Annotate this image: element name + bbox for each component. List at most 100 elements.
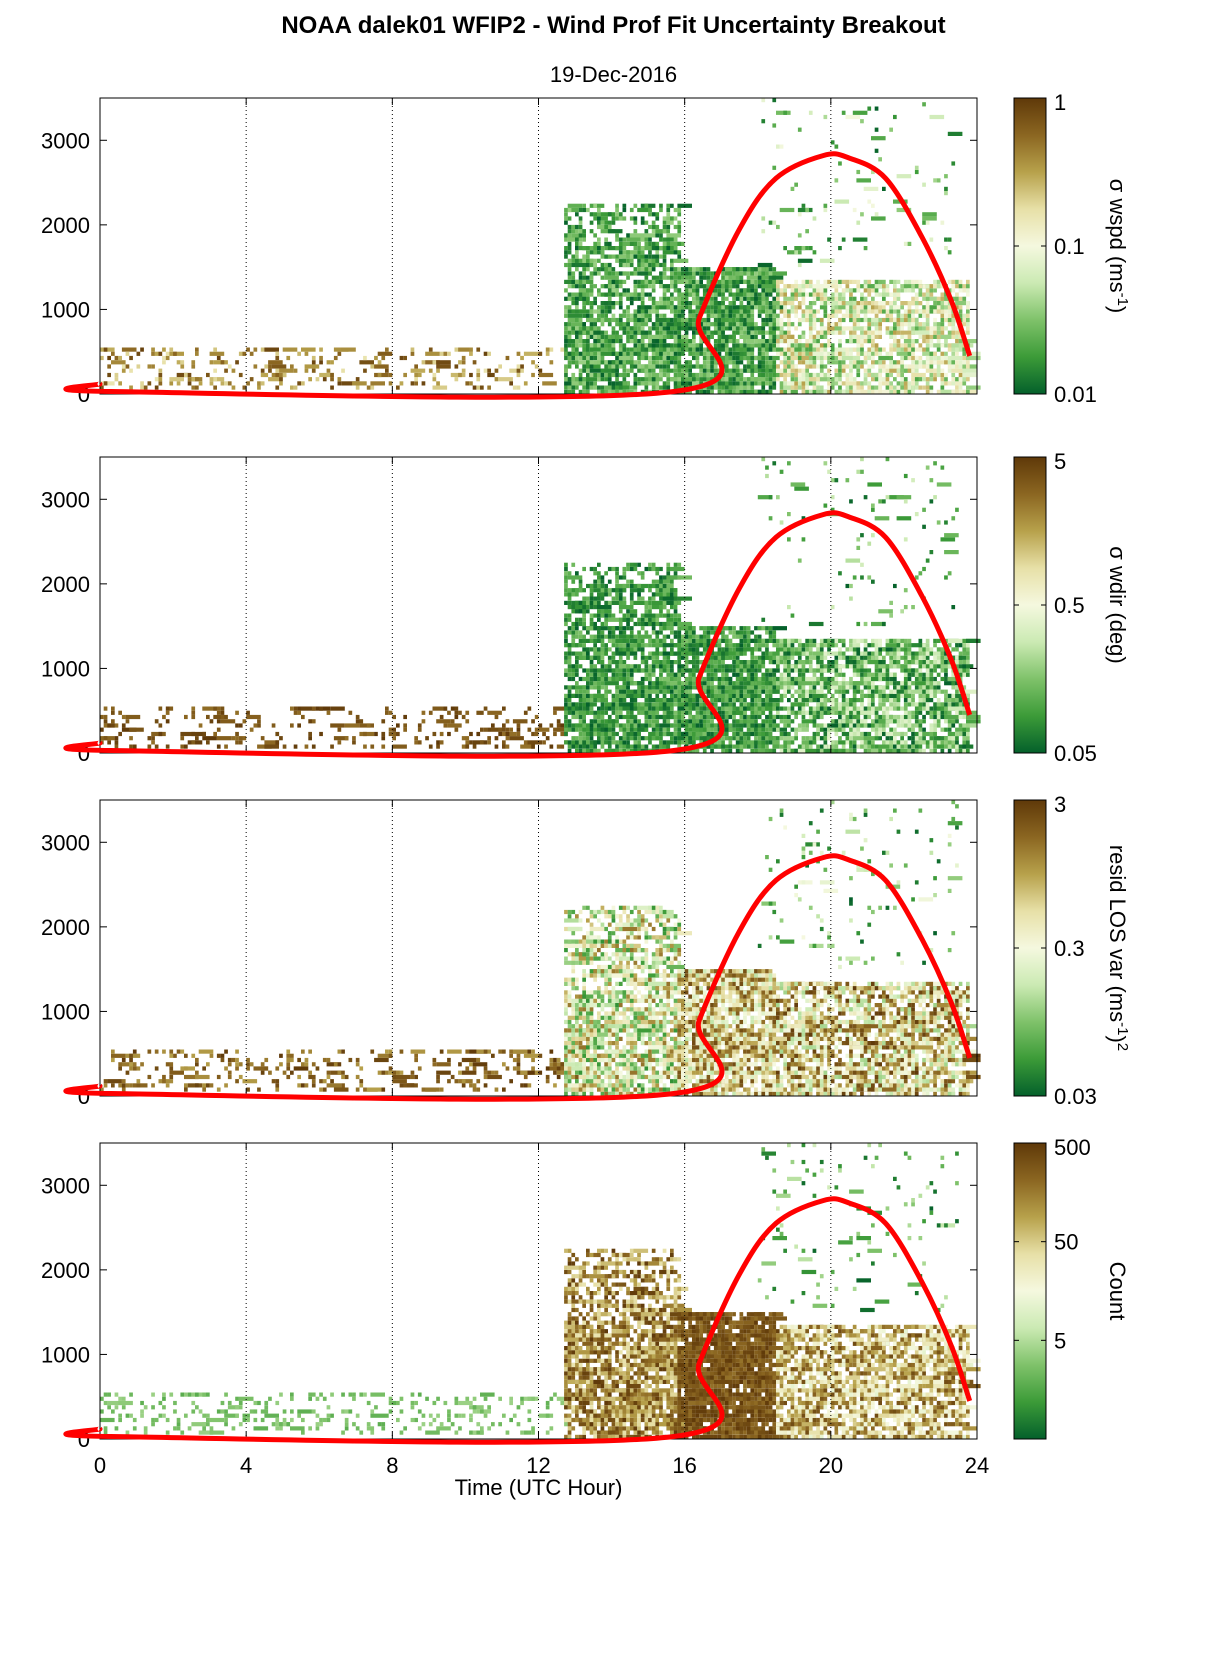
heatmap-cell — [914, 377, 919, 382]
heatmap-cell — [735, 368, 740, 373]
heatmap-cell — [688, 702, 692, 707]
heatmap-cell — [776, 322, 780, 327]
heatmap-cell — [618, 740, 623, 745]
heatmap-cell — [633, 385, 638, 390]
heatmap-cell — [633, 241, 638, 246]
heatmap-cell — [633, 271, 638, 276]
heatmap-cell — [662, 605, 667, 610]
heatmap-cell — [812, 292, 817, 297]
heatmap-cell — [673, 246, 678, 251]
heatmap-cell — [797, 317, 802, 323]
heatmap-cell — [615, 626, 619, 631]
heatmap-cell — [966, 360, 970, 365]
heatmap-cell — [648, 258, 652, 263]
heatmap-cell — [761, 389, 766, 394]
heatmap-cell — [830, 140, 835, 145]
heatmap-cell — [337, 740, 342, 745]
heatmap-cell — [929, 339, 934, 344]
heatmap-cell — [724, 638, 729, 643]
heatmap-cell — [235, 360, 239, 365]
heatmap-cell — [615, 596, 619, 601]
heatmap-cell — [589, 583, 594, 589]
heatmap-cell — [582, 596, 586, 601]
heatmap-cell — [841, 360, 846, 365]
heatmap-cell — [746, 288, 751, 293]
heatmap-cell — [586, 698, 590, 703]
heatmap-cell — [352, 740, 356, 745]
heatmap-cell — [527, 706, 532, 711]
heatmap-cell — [640, 381, 645, 386]
heatmap-cell — [849, 339, 853, 344]
heatmap-cell — [903, 381, 908, 386]
heatmap-cell — [670, 305, 674, 310]
heatmap-cell — [640, 347, 645, 352]
heatmap-cell — [629, 706, 634, 711]
heatmap-cell — [677, 343, 682, 348]
heatmap-cell — [575, 237, 579, 242]
heatmap-cell — [611, 385, 616, 390]
heatmap-cell — [743, 660, 747, 665]
heatmap-cell — [564, 233, 568, 238]
heatmap-cell — [772, 744, 777, 749]
heatmap-cell — [564, 714, 568, 720]
heatmap-cell — [772, 267, 777, 272]
heatmap-cell — [907, 301, 923, 306]
heatmap-cell — [593, 647, 597, 652]
heatmap-cell — [699, 638, 703, 643]
heatmap-cell — [673, 296, 678, 301]
heatmap-cell — [787, 364, 791, 369]
heatmap-cell — [732, 309, 736, 314]
heatmap-cell — [849, 351, 853, 356]
heatmap-cell — [801, 288, 806, 293]
heatmap-cell — [951, 326, 956, 331]
heatmap-cell — [776, 676, 780, 682]
heatmap-cell — [702, 706, 707, 711]
heatmap-cell — [538, 351, 543, 356]
heatmap-cell — [615, 292, 619, 297]
heatmap-cell — [955, 296, 959, 301]
heatmap-cell — [699, 322, 703, 327]
heatmap-cell — [564, 651, 568, 656]
heatmap-cell — [878, 347, 882, 352]
heatmap-cell — [702, 267, 707, 272]
heatmap-cell — [666, 562, 671, 567]
heatmap-cell — [933, 317, 937, 323]
heatmap-cell — [966, 309, 970, 314]
heatmap-cell — [629, 668, 634, 673]
heatmap-cell — [692, 655, 696, 660]
heatmap-cell — [695, 668, 700, 673]
heatmap-cell — [746, 381, 751, 386]
heatmap-cell — [944, 326, 948, 331]
heatmap-cell — [644, 655, 649, 660]
heatmap-cell — [878, 157, 882, 162]
heatmap-cell — [666, 689, 671, 694]
heatmap-cell — [381, 355, 386, 361]
heatmap-cell — [903, 322, 908, 327]
heatmap-cell — [673, 723, 678, 728]
heatmap-cell — [571, 727, 576, 732]
heatmap-cell — [586, 676, 590, 682]
heatmap-cell — [553, 727, 568, 732]
heatmap-cell — [717, 740, 722, 745]
heatmap-cell — [702, 681, 707, 686]
heatmap-cell — [710, 748, 714, 753]
heatmap-cell — [677, 664, 682, 669]
heatmap-cell — [692, 647, 696, 652]
heatmap-cell — [648, 212, 652, 217]
heatmap-cell — [235, 723, 239, 728]
heatmap-cell — [936, 326, 941, 331]
heatmap-cell — [648, 381, 652, 386]
heatmap-cell — [607, 719, 612, 724]
heatmap-cell — [578, 664, 583, 669]
heatmap-cell — [765, 355, 769, 361]
heatmap-cell — [885, 351, 890, 356]
heatmap-cell — [670, 326, 674, 331]
heatmap-cell — [670, 566, 685, 572]
heatmap-cell — [633, 326, 638, 331]
heatmap-cell — [640, 660, 645, 665]
heatmap-cell — [940, 220, 945, 225]
heatmap-cell — [648, 736, 652, 741]
heatmap-cell — [607, 744, 612, 749]
heatmap-cell — [644, 275, 649, 280]
heatmap-cell — [516, 723, 521, 728]
